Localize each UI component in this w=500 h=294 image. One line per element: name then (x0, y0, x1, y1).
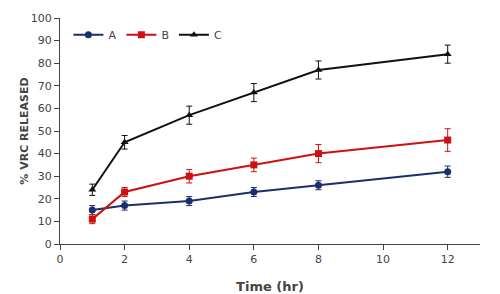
svg-text:20: 20 (38, 193, 52, 206)
svg-text:80: 80 (38, 57, 52, 70)
svg-text:6: 6 (250, 253, 257, 266)
svg-text:C: C (214, 29, 222, 42)
svg-text:50: 50 (38, 125, 52, 138)
svg-text:10: 10 (38, 215, 52, 228)
svg-text:90: 90 (38, 34, 52, 47)
svg-text:% VRC RELEASED: % VRC RELEASED (18, 77, 31, 184)
svg-text:40: 40 (38, 147, 52, 160)
svg-text:0: 0 (45, 238, 52, 251)
svg-text:8: 8 (315, 253, 322, 266)
svg-text:60: 60 (38, 102, 52, 115)
svg-text:2: 2 (121, 253, 128, 266)
svg-text:A: A (108, 29, 116, 42)
svg-text:100: 100 (31, 12, 52, 25)
svg-text:10: 10 (376, 253, 390, 266)
svg-text:30: 30 (38, 170, 52, 183)
svg-text:Time (hr): Time (hr) (236, 279, 304, 294)
svg-text:0: 0 (57, 253, 64, 266)
svg-text:70: 70 (38, 80, 52, 93)
svg-text:12: 12 (441, 253, 455, 266)
svg-text:B: B (161, 29, 169, 42)
svg-text:4: 4 (186, 253, 193, 266)
